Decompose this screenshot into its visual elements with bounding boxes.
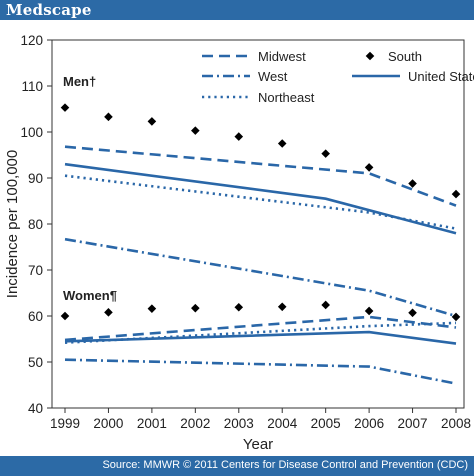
data-point-south-women — [147, 304, 157, 313]
y-tick-label: 90 — [28, 171, 43, 186]
x-tick-label: 2005 — [311, 416, 341, 431]
series-line-northeast-men — [64, 174, 457, 230]
x-tick-label: 2001 — [137, 416, 167, 431]
legend-swatch-south — [365, 51, 375, 61]
x-tick-label: 2004 — [267, 416, 298, 431]
line-chart: 40 50 60 70 80 90 100 110 120 1999 2000 2001 2002 200… — [4, 33, 474, 453]
legend-label-united-states: United States — [408, 69, 474, 84]
series-line-midwest-women — [64, 315, 457, 342]
y-tick-label: 120 — [20, 33, 43, 48]
group-label-women: Women¶ — [63, 288, 117, 303]
data-point-south-women — [60, 311, 70, 321]
x-axis-title: Year — [243, 436, 273, 453]
y-tick-label: 70 — [28, 263, 43, 278]
data-point-south-men — [408, 179, 417, 188]
x-tick-label: 2003 — [224, 416, 254, 431]
legend-label-west: West — [258, 69, 288, 84]
x-tick-label: 2000 — [93, 416, 123, 431]
legend-label-northeast: Northeast — [258, 90, 315, 105]
legend-label-south: South — [388, 49, 422, 64]
data-point-south-women — [364, 306, 374, 316]
y-axis-title: Incidence per 100,000 — [4, 150, 21, 298]
data-point-south-men — [234, 132, 244, 141]
group-label-men: Men† — [63, 74, 96, 89]
y-tick-label: 60 — [28, 309, 43, 324]
data-point-south-men — [451, 189, 461, 199]
x-tick-label: 1999 — [50, 416, 80, 431]
data-point-south-women — [321, 300, 330, 310]
data-point-south-women — [451, 312, 461, 322]
data-point-south-men — [191, 126, 200, 135]
data-point-south-men — [364, 163, 374, 172]
x-tick-label: 2007 — [398, 416, 428, 431]
footer-bar: Source: MMWR © 2011 Centers for Disease … — [0, 456, 474, 476]
data-point-south-women — [104, 308, 113, 317]
x-tick-label: 2008 — [441, 416, 471, 431]
y-tick-label: 40 — [28, 401, 43, 416]
data-point-south-women — [191, 303, 200, 313]
data-point-south-men — [104, 112, 113, 122]
data-point-south-men — [147, 117, 157, 126]
data-point-south-women — [408, 308, 417, 318]
y-tick-label: 110 — [21, 79, 43, 94]
series-line-midwest-men — [64, 145, 457, 207]
legend-label-midwest: Midwest — [258, 49, 306, 64]
y-tick-label: 50 — [28, 355, 43, 370]
x-tick-label: 2006 — [354, 416, 384, 431]
data-point-south-women — [234, 302, 244, 312]
y-tick-label: 80 — [28, 217, 43, 232]
x-tick-label: 2002 — [180, 416, 210, 431]
medscape-logo: Medscape — [6, 1, 92, 19]
data-point-south-men — [60, 103, 70, 112]
header-bar: Medscape — [0, 0, 474, 20]
data-point-south-women — [277, 302, 287, 312]
series-line-united-states-men — [64, 162, 457, 235]
series-line-west-men — [64, 237, 457, 318]
source-caption: Source: MMWR © 2011 Centers for Disease … — [102, 459, 468, 471]
data-point-south-men — [321, 149, 330, 158]
y-tick-label: 100 — [20, 125, 43, 140]
series-line-northeast-women — [64, 321, 457, 344]
series-line-united-states-women — [64, 330, 457, 345]
series-line-west-women — [64, 358, 457, 385]
data-point-south-men — [277, 139, 287, 148]
